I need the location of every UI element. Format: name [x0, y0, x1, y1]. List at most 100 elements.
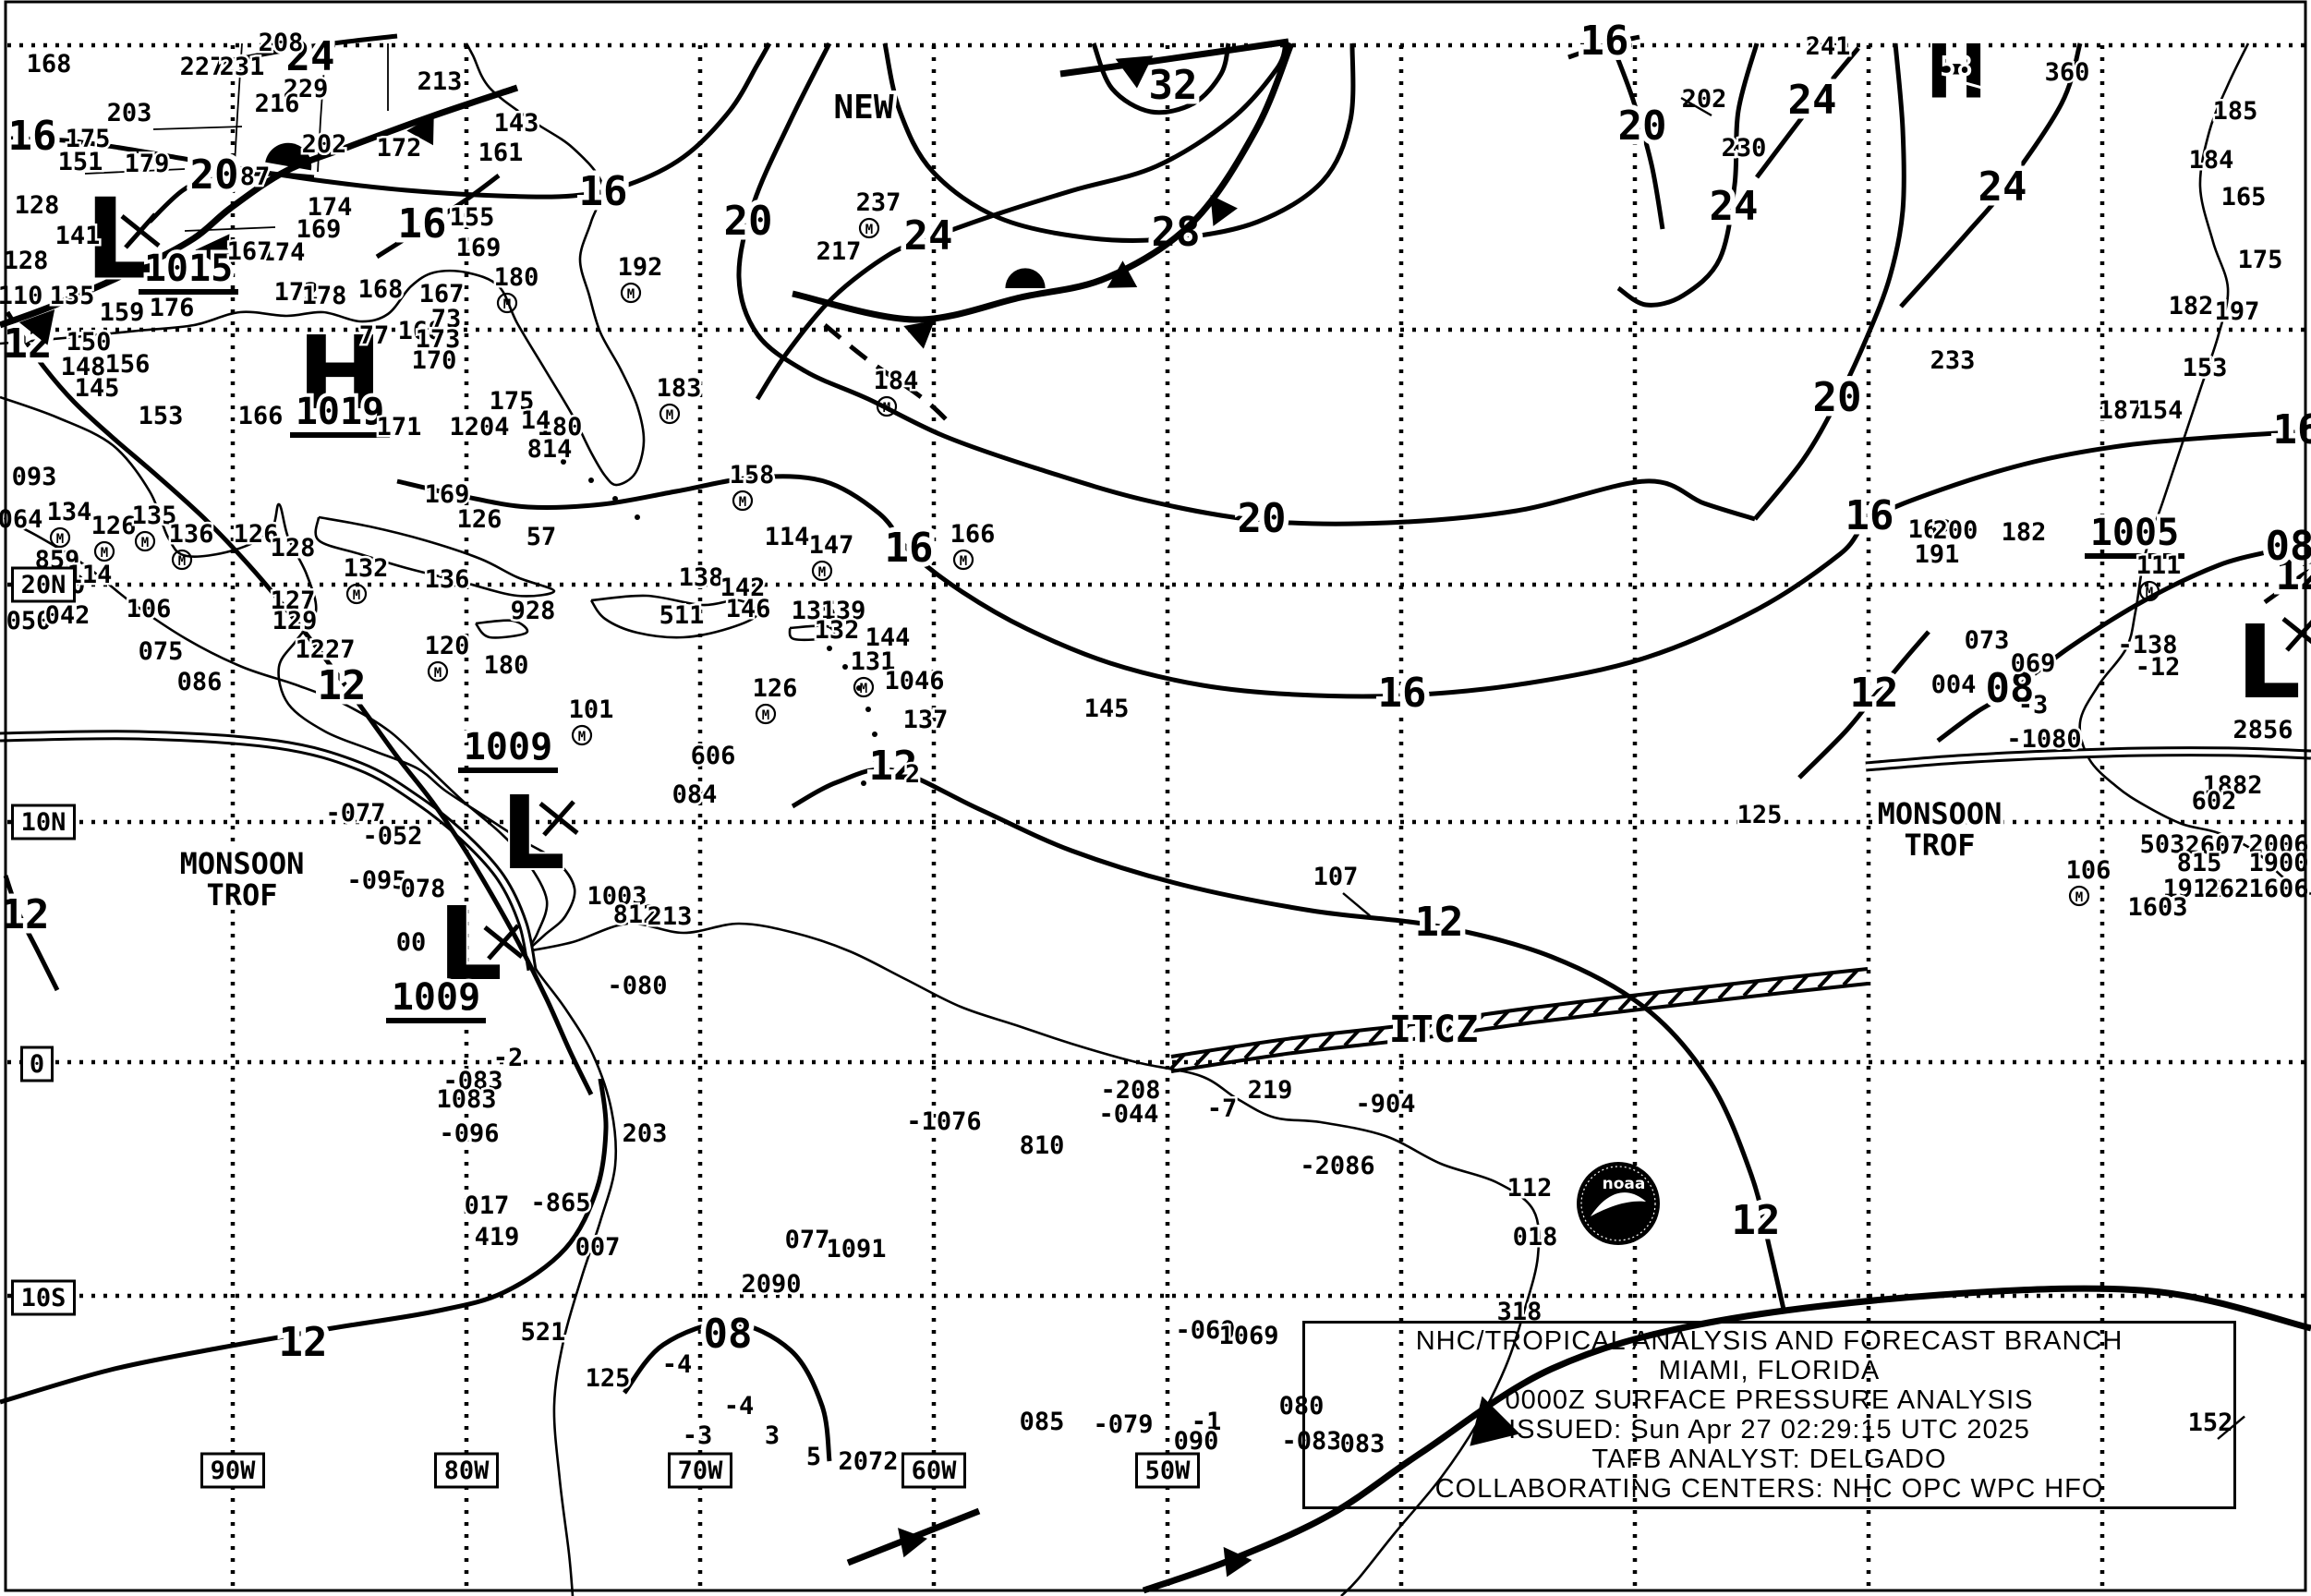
isobar: [3, 875, 60, 992]
analysis-info-box: NHC/TROPICAL ANALYSIS AND FORECAST BRANC…: [1302, 1321, 2236, 1509]
itcz-hatch: [1218, 1046, 1236, 1064]
station-value: 135: [792, 597, 837, 625]
itcz-hatch: [1817, 971, 1834, 989]
station-value: 202: [1682, 85, 1727, 114]
warm-front-semicircle: [265, 142, 312, 171]
station-value: 120: [425, 632, 470, 660]
station-value: 178: [302, 282, 347, 310]
station-value: -095: [346, 866, 406, 895]
station-circle: [755, 703, 777, 725]
station-value: 007: [575, 1233, 621, 1262]
station-m: M: [353, 588, 360, 603]
station-m: M: [101, 546, 108, 561]
station-circle: [853, 676, 875, 698]
cold-front-triangle: [1115, 55, 1154, 89]
station-value: 106: [2066, 856, 2111, 885]
station-value: 2607: [2184, 831, 2244, 860]
station-value: 812: [613, 901, 659, 929]
front-line: [1142, 1285, 2311, 1594]
isobar: [1609, 42, 1665, 230]
itcz-hatch: [1418, 1020, 1435, 1038]
longitude-label: 90W: [211, 1457, 257, 1485]
station-circle: [571, 724, 593, 746]
station-value: 165: [2221, 183, 2267, 212]
monsoon-trough-gap: [1865, 749, 2311, 769]
station-value: 004: [1931, 671, 1977, 699]
itcz-hatch: [1692, 985, 1710, 1003]
station-m: M: [56, 532, 64, 547]
cold-front-triangle: [903, 320, 935, 349]
isobar-value-label: 16: [8, 113, 57, 160]
station-value: -4: [724, 1392, 755, 1421]
isobar: [2263, 566, 2311, 605]
grid-label-layer: 20N 10N 0 10S 90W 80W 70W 60W 50W: [11, 566, 1200, 1489]
noaa-logo-ring-text: [1580, 1166, 1656, 1241]
isobar-value-label: 20: [724, 198, 773, 245]
station-value: 183: [657, 374, 702, 403]
isobar: [1936, 538, 2311, 744]
station-value: 142: [720, 574, 766, 602]
trough-layer: [0, 323, 2311, 972]
station-value: 1900: [2248, 849, 2308, 877]
center-pressure-value: 1009: [392, 976, 480, 1019]
station-value: 182: [2002, 518, 2047, 547]
itcz-hatch: [1493, 1010, 1510, 1028]
station-value: 128: [271, 534, 316, 562]
station-value: 180: [538, 413, 583, 441]
station-value: 125: [586, 1364, 631, 1393]
analyzed-center-x: [538, 800, 579, 837]
station-value: 3: [765, 1421, 780, 1450]
isobar-value-label: 24: [904, 212, 953, 260]
station-value: 128: [15, 191, 60, 220]
station-value: 1606: [2248, 875, 2308, 903]
station-value: 2621: [2204, 875, 2264, 903]
isobar-value-label: 20: [1238, 495, 1287, 542]
latitude-label: 20N: [21, 571, 67, 599]
station-value: 1603: [2127, 893, 2187, 922]
station-value: 050: [6, 607, 52, 635]
station-circle: [952, 549, 974, 571]
isobar: [1755, 46, 1860, 179]
station-circle: [2068, 885, 2090, 907]
dashed-trough: [823, 323, 955, 429]
station-value: 078: [401, 875, 446, 903]
station-value: 106: [127, 595, 172, 623]
station-value: 175: [66, 125, 111, 153]
station-value: -1080: [2006, 725, 2081, 754]
longitude-label: 70W: [678, 1457, 724, 1485]
isobar-value-label: 20: [1618, 103, 1667, 150]
station-value: 111: [2136, 551, 2182, 580]
wind-barb: [1342, 892, 1371, 917]
front-line: [1059, 38, 1289, 78]
itcz-hatch: [1268, 1038, 1286, 1056]
station-value: 126: [753, 674, 798, 703]
longitude-box: [200, 1452, 265, 1489]
low-center-symbol: L: [2236, 603, 2301, 721]
latitude-box: [11, 804, 76, 840]
station-m: M: [578, 730, 586, 744]
itcz-layer: ITCZ: [1168, 967, 1869, 1073]
station-circle: [171, 549, 193, 571]
station-value: 187: [2099, 396, 2144, 425]
station-value: 203: [107, 99, 152, 127]
isobar-value-label: 24: [1978, 163, 2027, 211]
station-value: 018: [1513, 1223, 1558, 1251]
isobar-value-label: 12: [869, 743, 918, 790]
isobar-value-label: 12: [279, 1319, 328, 1366]
station-circle: [93, 540, 115, 562]
station-value: 192: [618, 253, 663, 282]
station-circle: [811, 560, 833, 582]
station-value: 184: [2189, 146, 2234, 175]
station-value: 233: [1930, 346, 1976, 375]
isobar-value-label: 24: [1710, 183, 1759, 230]
station-value: -1: [1192, 1408, 1222, 1436]
isobar-value-label: 16: [885, 525, 934, 572]
station-value: 145: [75, 374, 120, 403]
isobar: [1753, 42, 1906, 521]
station-circle: [876, 395, 898, 417]
station-value: 219: [1248, 1076, 1293, 1105]
station-value: 093: [12, 463, 57, 491]
station-m: M: [666, 408, 673, 423]
station-value: 141: [55, 222, 101, 250]
